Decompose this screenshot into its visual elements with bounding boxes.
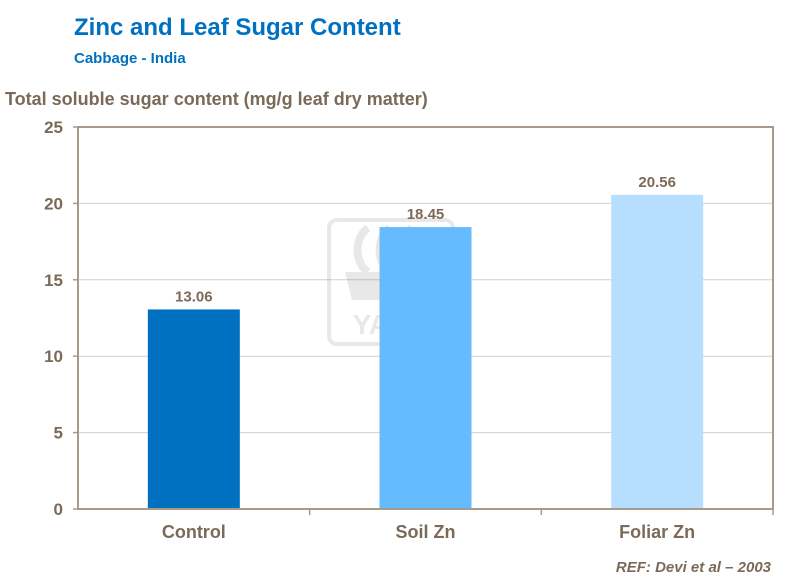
x-tick-label: Foliar Zn xyxy=(619,522,695,542)
x-tick-label: Soil Zn xyxy=(396,522,456,542)
y-tick-label: 5 xyxy=(54,424,63,443)
bar-soil-zn xyxy=(379,227,472,510)
plot-area-border xyxy=(77,126,774,510)
data-label: 20.56 xyxy=(638,174,676,191)
chart-subtitle: Cabbage - India xyxy=(74,50,186,67)
data-label: 13.06 xyxy=(175,288,213,305)
chart-title: Zinc and Leaf Sugar Content xyxy=(74,14,401,41)
y-tick-label: 20 xyxy=(44,194,63,213)
y-tick-label: 15 xyxy=(44,271,63,290)
y-tick-label: 0 xyxy=(54,500,63,519)
bar-control xyxy=(147,309,240,509)
y-tick-label: 10 xyxy=(44,347,63,366)
bar-foliar-zn xyxy=(611,194,704,509)
data-label: 18.45 xyxy=(407,206,445,223)
y-axis-label: Total soluble sugar content (mg/g leaf d… xyxy=(5,89,428,109)
y-tick-label: 25 xyxy=(44,118,63,137)
x-tick-label: Control xyxy=(162,522,226,542)
reference: REF: Devi et al – 2003 xyxy=(615,559,771,576)
